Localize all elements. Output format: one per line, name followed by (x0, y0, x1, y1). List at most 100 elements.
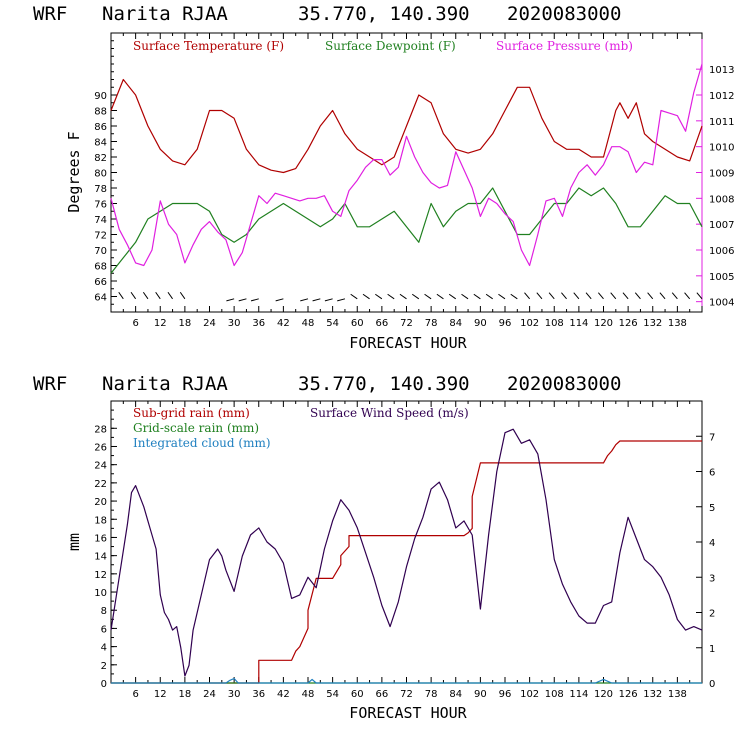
top-plot-frame (110, 32, 703, 313)
top-y2-tick-label: 1007 (709, 220, 734, 231)
bottom-y-tick-label: 2 (101, 661, 107, 672)
top-x-tick-label: 138 (668, 318, 687, 329)
wind-barb (684, 292, 691, 300)
top-x-tick-label: 42 (277, 318, 290, 329)
top-x-tick-label: 108 (545, 318, 564, 329)
wind-barb (436, 293, 444, 300)
wind-barb (375, 293, 383, 300)
wind-barb (622, 292, 629, 300)
bottom-x-tick-label: 6 (132, 689, 138, 700)
wind-barb (399, 293, 407, 300)
top-y-tick-label: 84 (94, 138, 107, 149)
top-y2-tick-label: 1012 (709, 91, 734, 102)
top-y2-tick-label: 1008 (709, 194, 734, 205)
top-header-init: 2020083000 (507, 3, 621, 25)
top-x-tick-label: 12 (154, 318, 167, 329)
top-x-tick-label: 96 (499, 318, 512, 329)
top-y-tick-label: 64 (94, 293, 107, 304)
top-x-tick-label: 102 (520, 318, 539, 329)
top-x-tick-label: 120 (594, 318, 613, 329)
top-y-tick-label: 74 (94, 215, 107, 226)
bottom-y-tick-label: 26 (94, 442, 107, 453)
wind-barb (473, 293, 481, 300)
top-x-tick-label: 72 (400, 318, 413, 329)
wind-barb (312, 298, 321, 302)
top-x-tick-label: 84 (449, 318, 462, 329)
wind-barb (350, 293, 358, 300)
top-y2-tick-label: 1013 (709, 65, 734, 76)
top-x-tick-label: 60 (351, 318, 364, 329)
top-y2-tick-label: 1011 (709, 117, 734, 128)
bottom-x-tick-label: 108 (545, 689, 564, 700)
wind-barb (597, 292, 604, 300)
bottom-y2-tick-label: 5 (709, 503, 715, 514)
bottom-y2-tick-label: 1 (709, 644, 715, 655)
bottom-x-tick-label: 36 (252, 689, 265, 700)
top-y-tick-label: 88 (94, 107, 107, 118)
series-surface-wind-speed (110, 428, 703, 677)
bottom-y-tick-label: 24 (94, 461, 107, 472)
top-y-tick-label: 78 (94, 184, 107, 195)
bottom-x-tick-label: 18 (179, 689, 192, 700)
top-y-tick-label: 82 (94, 153, 107, 164)
top-y-tick-label: 70 (94, 246, 107, 257)
bottom-y-tick-label: 14 (94, 552, 107, 563)
bottom-y-tick-label: 10 (94, 588, 107, 599)
bottom-y-axis-label: mm (65, 533, 83, 551)
bottom-y2-tick-label: 2 (709, 609, 715, 620)
top-y-axis-label: Degrees F (65, 131, 83, 212)
wind-barb (461, 293, 469, 300)
series-integrated-cloud (111, 677, 702, 684)
wind-barb (647, 292, 654, 300)
bottom-x-tick-label: 132 (643, 689, 662, 700)
legend-sub-grid-rain: Sub-grid rain (mm) (133, 406, 250, 420)
wind-barb (498, 293, 506, 300)
wind-barb (585, 292, 592, 300)
wind-barb (275, 298, 284, 302)
bottom-header-station: Narita RJAA (102, 373, 228, 395)
top-x-tick-label: 54 (326, 318, 339, 329)
wind-barb (337, 298, 346, 302)
bottom-x-tick-label: 78 (425, 689, 438, 700)
top-x-tick-label: 48 (302, 318, 315, 329)
top-y-tick-label: 68 (94, 262, 107, 273)
wind-barb (573, 292, 580, 300)
bottom-x-tick-label: 120 (594, 689, 613, 700)
bottom-x-axis-label: FORECAST HOUR (349, 704, 467, 722)
bottom-y2-tick-label: 6 (709, 468, 715, 479)
top-x-tick-label: 114 (569, 318, 588, 329)
top-header: WRF Narita RJAA 35.770, 140.390 20200830… (33, 3, 621, 25)
wind-barb (324, 298, 333, 302)
top-x-tick-label: 126 (619, 318, 638, 329)
wind-barb (362, 293, 370, 300)
bottom-y-tick-label: 16 (94, 533, 107, 544)
bottom-x-tick-label: 12 (154, 689, 167, 700)
bottom-x-tick-label: 96 (499, 689, 512, 700)
legend-surface-dewpoint: Surface Dewpoint (F) (325, 39, 456, 53)
top-y2-tick-label: 1010 (709, 143, 734, 154)
wind-barb (130, 291, 137, 300)
bottom-y-tick-label: 12 (94, 570, 107, 581)
wind-barb (300, 298, 309, 302)
bottom-y-tick-label: 28 (94, 424, 107, 435)
bottom-x-tick-label: 60 (351, 689, 364, 700)
wind-barb (634, 292, 641, 300)
bottom-header-coords: 35.770, 140.390 (298, 373, 470, 395)
bottom-x-tick-label: 84 (449, 689, 462, 700)
bottom-y-tick-label: 6 (101, 624, 107, 635)
top-header-model: WRF (33, 3, 67, 25)
bottom-y-tick-label: 20 (94, 497, 107, 508)
top-x-tick-label: 30 (228, 318, 241, 329)
bottom-x-tick-label: 72 (400, 689, 413, 700)
top-x-axis-label: FORECAST HOUR (349, 334, 467, 352)
wind-barb (536, 292, 543, 300)
bottom-header-model: WRF (33, 373, 67, 395)
wind-barb (238, 298, 247, 302)
top-y2-tick-label: 1005 (709, 272, 734, 283)
bottom-y-tick-label: 0 (101, 679, 107, 690)
bottom-y2-tick-label: 7 (709, 432, 715, 443)
bottom-x-tick-label: 66 (376, 689, 389, 700)
bottom-x-tick-label: 54 (326, 689, 339, 700)
top-x-tick-label: 24 (203, 318, 216, 329)
